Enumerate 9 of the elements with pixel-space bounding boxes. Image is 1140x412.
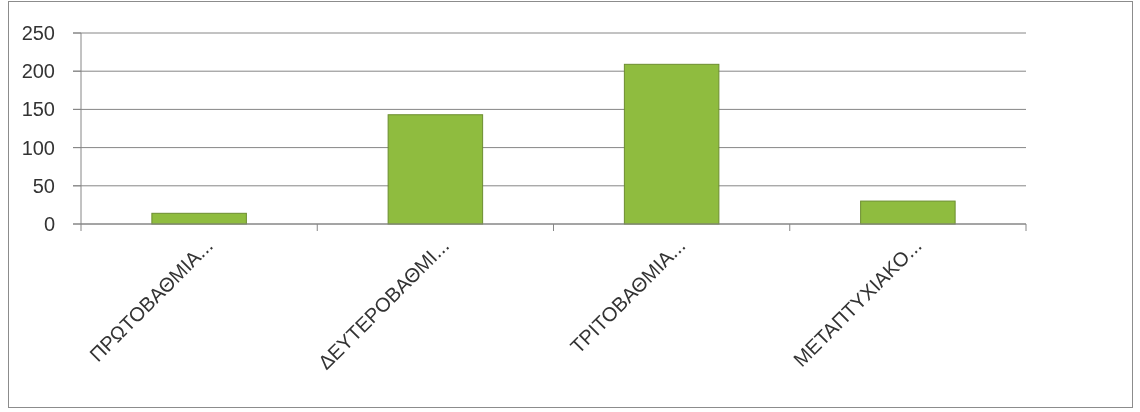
y-tick-label: 150 [21,98,55,121]
y-tick-label: 100 [21,136,55,159]
bar [623,63,720,225]
y-tick-label: 0 [43,213,55,235]
y-tick-label: 200 [21,60,55,83]
bar [387,114,484,225]
y-tick-label: 50 [32,174,55,197]
bar [860,200,956,225]
y-tick-label: 250 [21,22,55,44]
